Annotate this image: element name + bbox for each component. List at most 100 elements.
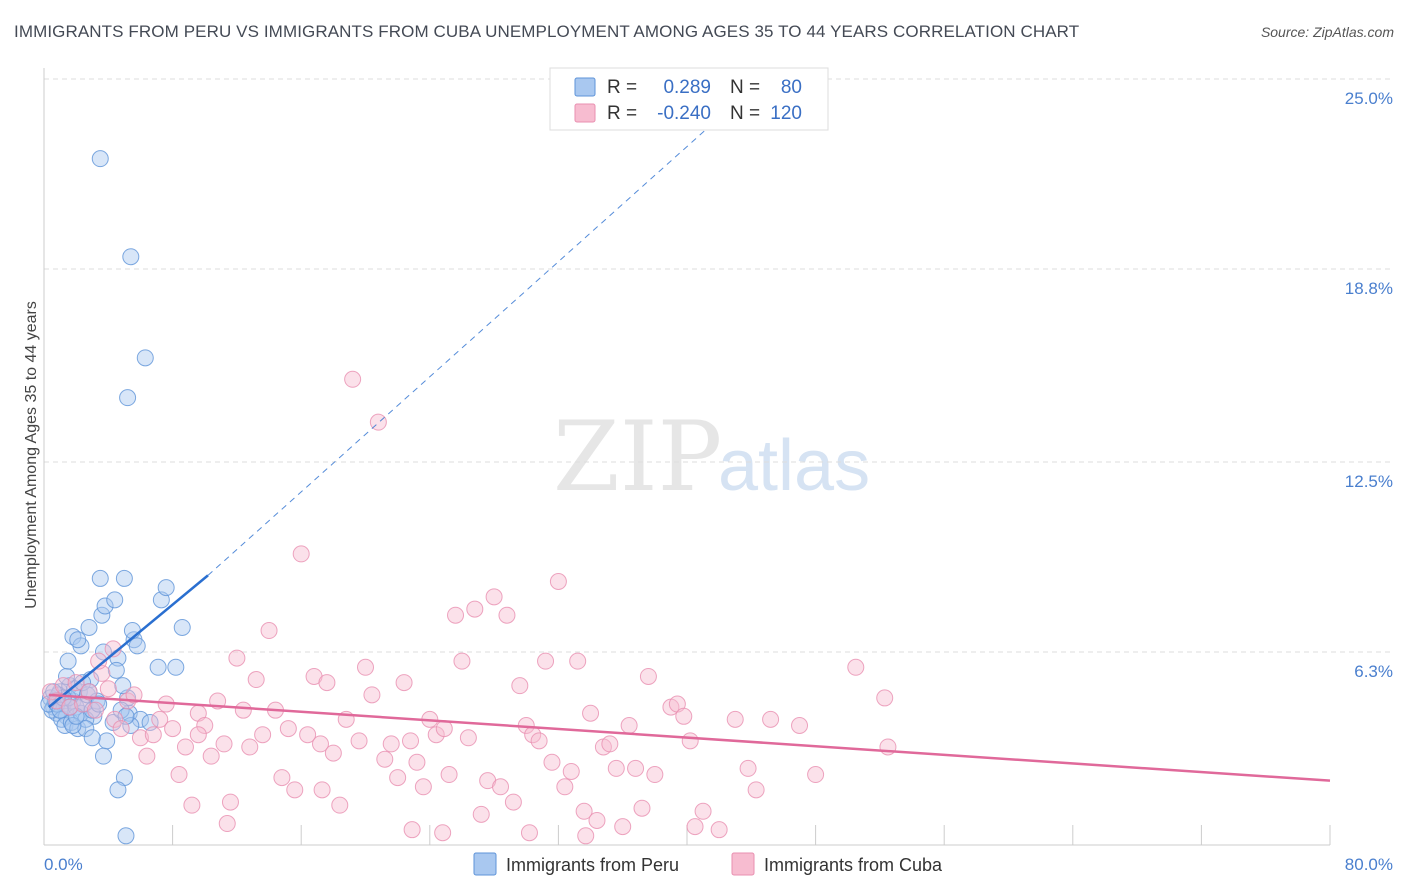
series-legend: Immigrants from Peru Immigrants from Cub… bbox=[473, 852, 943, 876]
cuba-point bbox=[472, 805, 490, 823]
cuba-point bbox=[466, 600, 484, 618]
cuba-point bbox=[299, 726, 317, 744]
peru-point bbox=[91, 569, 109, 587]
cuba-point bbox=[389, 769, 407, 787]
cuba-point bbox=[131, 729, 149, 747]
cuba-trend-line bbox=[48, 693, 1331, 782]
chart-title: IMMIGRANTS FROM PERU VS IMMIGRANTS FROM … bbox=[14, 22, 1080, 41]
cuba-point bbox=[492, 778, 510, 796]
cuba-point bbox=[562, 762, 580, 780]
peru-point bbox=[58, 667, 76, 685]
watermark-atlas: atlas bbox=[718, 426, 870, 506]
cuba-point bbox=[313, 781, 331, 799]
cuba-point bbox=[582, 704, 600, 722]
cuba-point bbox=[286, 781, 304, 799]
cuba-point bbox=[614, 818, 632, 836]
cuba-point bbox=[726, 710, 744, 728]
peru-point bbox=[119, 389, 137, 407]
peru-point bbox=[74, 674, 92, 692]
y-tick-label: 6.3% bbox=[1354, 662, 1393, 681]
cuba-point bbox=[543, 753, 561, 771]
cuba-point bbox=[363, 686, 381, 704]
bottom-legend-swatch-peru bbox=[473, 852, 497, 876]
cuba-point bbox=[196, 717, 214, 735]
peru-point bbox=[123, 622, 141, 640]
cuba-point bbox=[537, 652, 555, 670]
legend-box bbox=[549, 67, 829, 131]
cuba-point bbox=[627, 759, 645, 777]
cuba-point bbox=[151, 710, 169, 728]
peru-point bbox=[106, 591, 124, 609]
cuba-point bbox=[639, 667, 657, 685]
y-tick-label: 12.5% bbox=[1345, 472, 1393, 491]
cuba-point bbox=[402, 732, 420, 750]
peru-point bbox=[80, 618, 98, 636]
legend-n-label-cuba: N = bbox=[730, 103, 760, 124]
gridlines bbox=[44, 78, 1392, 653]
cuba-point bbox=[318, 674, 336, 692]
cuba-point bbox=[350, 732, 368, 750]
peru-point bbox=[107, 661, 125, 679]
cuba-point bbox=[876, 689, 894, 707]
cuba-point bbox=[694, 802, 712, 820]
y-tick-labels: 6.3% 12.5% 18.8% 25.0% bbox=[1345, 89, 1393, 681]
peru-point bbox=[93, 606, 111, 624]
cuba-point bbox=[215, 735, 233, 753]
cuba-point bbox=[189, 726, 207, 744]
peru-point bbox=[69, 631, 87, 649]
cuba-point bbox=[254, 726, 272, 744]
bottom-legend-label-peru: Immigrants from Peru bbox=[506, 855, 679, 875]
cuba-point bbox=[447, 606, 465, 624]
cuba-point bbox=[241, 738, 259, 756]
peru-point bbox=[167, 658, 185, 676]
peru-point bbox=[122, 717, 140, 735]
cuba-point bbox=[498, 606, 516, 624]
cuba-point bbox=[453, 652, 471, 670]
cuba-point bbox=[80, 683, 98, 701]
legend-n-value-cuba: 120 bbox=[770, 103, 802, 124]
peru-trend-extension bbox=[207, 124, 712, 576]
cuba-series bbox=[41, 370, 897, 845]
cuba-point bbox=[90, 652, 108, 670]
cuba-point bbox=[403, 821, 421, 839]
legend-n-value-peru: 80 bbox=[781, 77, 802, 98]
cuba-point bbox=[260, 622, 278, 640]
y-axis-label: Unemployment Among Ages 35 to 44 years bbox=[23, 301, 40, 609]
legend-swatch-peru bbox=[574, 77, 596, 97]
bottom-legend-label-cuba: Immigrants from Cuba bbox=[764, 855, 943, 875]
cuba-point bbox=[675, 707, 693, 725]
cuba-point bbox=[459, 729, 477, 747]
peru-trend-line bbox=[48, 574, 209, 709]
cuba-point bbox=[511, 677, 529, 695]
peru-point bbox=[128, 637, 146, 655]
peru-point bbox=[94, 747, 112, 765]
cuba-point bbox=[279, 720, 297, 738]
cuba-point bbox=[807, 766, 825, 784]
peru-series bbox=[40, 150, 191, 845]
peru-point bbox=[131, 710, 149, 728]
cuba-point bbox=[311, 735, 329, 753]
cuba-point bbox=[125, 686, 143, 704]
cuba-point bbox=[434, 824, 452, 842]
peru-point bbox=[117, 827, 135, 845]
cuba-point bbox=[646, 766, 664, 784]
cuba-point bbox=[686, 818, 704, 836]
cuba-point bbox=[395, 674, 413, 692]
peru-point bbox=[115, 569, 133, 587]
cuba-point bbox=[588, 811, 606, 829]
cuba-point bbox=[164, 720, 182, 738]
x-tick-label-min: 0.0% bbox=[44, 855, 83, 874]
cuba-point bbox=[549, 572, 567, 590]
cuba-point bbox=[376, 750, 394, 768]
cuba-point bbox=[577, 827, 595, 845]
cuba-point bbox=[344, 370, 362, 388]
peru-point bbox=[157, 579, 175, 597]
legend-n-label-peru: N = bbox=[730, 77, 760, 98]
correlation-legend: R = 0.289 N = 80 R = -0.240 N = 120 bbox=[549, 67, 829, 131]
watermark-zip: ZIP bbox=[553, 401, 722, 513]
peru-point bbox=[173, 618, 191, 636]
peru-point bbox=[96, 597, 114, 615]
x-tick-label-max: 80.0% bbox=[1345, 855, 1393, 874]
cuba-point bbox=[357, 658, 374, 676]
cuba-point bbox=[138, 747, 156, 765]
